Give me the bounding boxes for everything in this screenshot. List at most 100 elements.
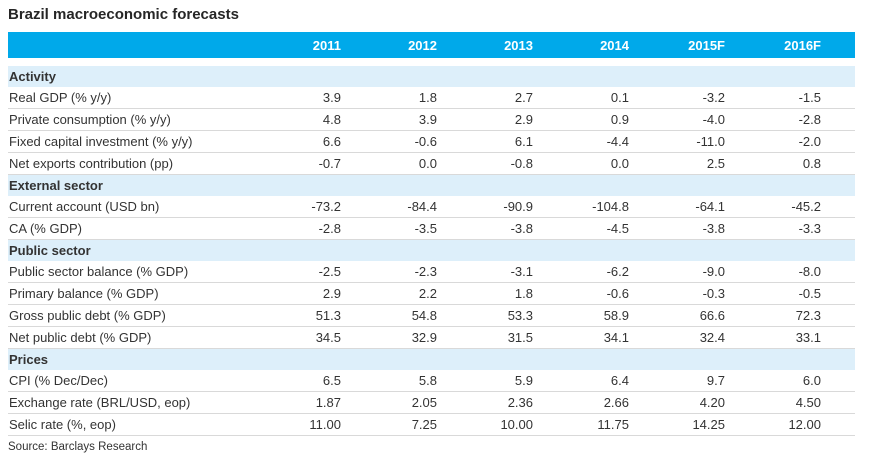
table-row: Net exports contribution (pp) -0.7 0.0 -0.8…	[8, 152, 855, 175]
cell-value: 32.4	[663, 326, 759, 349]
cell-value: -2.8	[279, 217, 375, 240]
table-row: Fixed capital investment (% y/y) 6.6 -0.6 6…	[8, 130, 855, 153]
header-year-2014: 2014	[567, 32, 663, 66]
cell-value: 51.3	[279, 304, 375, 327]
header-row: 2011 2012 2013 2014 2015F 2016F	[8, 32, 855, 66]
cell-value: -2.0	[759, 130, 855, 153]
row-label: Net exports contribution (pp)	[8, 152, 279, 175]
cell-value: -3.5	[375, 217, 471, 240]
table-row: Real GDP (% y/y) 3.9 1.8 2.7 0.1 -3.2 -1.5	[8, 87, 855, 109]
row-label: Selic rate (%, eop)	[8, 413, 279, 436]
table-title: Brazil macroeconomic forecasts	[8, 6, 239, 23]
cell-value: 66.6	[663, 304, 759, 327]
cell-value: -45.2	[759, 196, 855, 218]
cell-value: -4.5	[567, 217, 663, 240]
cell-value: -4.0	[663, 108, 759, 131]
cell-value: 34.1	[567, 326, 663, 349]
cell-value: 2.66	[567, 391, 663, 414]
table-body: Activity Real GDP (% y/y) 3.9 1.8 2.7 0.1 -3.2…	[8, 62, 855, 436]
cell-value: 6.4	[567, 370, 663, 392]
section-label: Activity	[8, 62, 855, 87]
cell-value: 58.9	[567, 304, 663, 327]
cell-value: -0.6	[567, 282, 663, 305]
source-note: Source: Barclays Research	[8, 441, 148, 453]
cell-value: -2.8	[759, 108, 855, 131]
table-row: Primary balance (% GDP) 2.9 2.2 1.8 -0.6 -0.3…	[8, 282, 855, 305]
cell-value: 3.9	[375, 108, 471, 131]
section-label: Public sector	[8, 239, 855, 261]
cell-value: 2.2	[375, 282, 471, 305]
cell-value: 2.7	[471, 87, 567, 109]
cell-value: 1.8	[471, 282, 567, 305]
cell-value: 72.3	[759, 304, 855, 327]
cell-value: -11.0	[663, 130, 759, 153]
cell-value: 3.9	[279, 87, 375, 109]
row-label: CA (% GDP)	[8, 217, 279, 240]
table-row: Public sector balance (% GDP) -2.5 -2.3 -3.…	[8, 261, 855, 283]
section-row: Prices	[8, 348, 855, 370]
cell-value: 9.7	[663, 370, 759, 392]
cell-value: 2.9	[471, 108, 567, 131]
cell-value: -3.2	[663, 87, 759, 109]
cell-value: -64.1	[663, 196, 759, 218]
cell-value: 0.9	[567, 108, 663, 131]
cell-value: 4.20	[663, 391, 759, 414]
cell-value: 2.36	[471, 391, 567, 414]
table-row: Net public debt (% GDP) 34.5 32.9 31.5 34.1 3…	[8, 326, 855, 349]
cell-value: 6.6	[279, 130, 375, 153]
cell-value: 6.5	[279, 370, 375, 392]
cell-value: -0.6	[375, 130, 471, 153]
cell-value: -3.8	[471, 217, 567, 240]
cell-value: 0.8	[759, 152, 855, 175]
cell-value: -84.4	[375, 196, 471, 218]
table-row: Gross public debt (% GDP) 51.3 54.8 53.3 58.…	[8, 304, 855, 327]
cell-value: 2.05	[375, 391, 471, 414]
row-label: Private consumption (% y/y)	[8, 108, 279, 131]
cell-value: 14.25	[663, 413, 759, 436]
table-row: Selic rate (%, eop) 11.00 7.25 10.00 11.75 14…	[8, 413, 855, 436]
cell-value: -104.8	[567, 196, 663, 218]
cell-value: -6.2	[567, 261, 663, 283]
cell-value: 2.5	[663, 152, 759, 175]
cell-value: 12.00	[759, 413, 855, 436]
table-row: CA (% GDP) -2.8 -3.5 -3.8 -4.5 -3.8 -3.3	[8, 217, 855, 240]
table-header: 2011 2012 2013 2014 2015F 2016F	[8, 32, 855, 66]
cell-value: 31.5	[471, 326, 567, 349]
header-year-2011: 2011	[279, 32, 375, 66]
cell-value: 54.8	[375, 304, 471, 327]
cell-value: 33.1	[759, 326, 855, 349]
cell-value: -0.8	[471, 152, 567, 175]
header-year-2013: 2013	[471, 32, 567, 66]
cell-value: -9.0	[663, 261, 759, 283]
table-row: Current account (USD bn) -73.2 -84.4 -90.9-…	[8, 196, 855, 218]
cell-value: 6.1	[471, 130, 567, 153]
cell-value: 11.75	[567, 413, 663, 436]
cell-value: -4.4	[567, 130, 663, 153]
header-year-2016f: 2016F	[759, 32, 855, 66]
report-table-panel: Brazil macroeconomic forecasts 2011 2012…	[8, 6, 855, 453]
cell-value: -1.5	[759, 87, 855, 109]
cell-value: 2.9	[279, 282, 375, 305]
cell-value: 6.0	[759, 370, 855, 392]
header-year-2012: 2012	[375, 32, 471, 66]
cell-value: 34.5	[279, 326, 375, 349]
row-label: Real GDP (% y/y)	[8, 87, 279, 109]
cell-value: 7.25	[375, 413, 471, 436]
row-label: Current account (USD bn)	[8, 196, 279, 218]
section-row: Activity	[8, 62, 855, 87]
row-label: Exchange rate (BRL/USD, eop)	[8, 391, 279, 414]
cell-value: -0.3	[663, 282, 759, 305]
cell-value: -90.9	[471, 196, 567, 218]
row-label: Net public debt (% GDP)	[8, 326, 279, 349]
cell-value: -2.3	[375, 261, 471, 283]
cell-value: 5.9	[471, 370, 567, 392]
row-label: CPI (% Dec/Dec)	[8, 370, 279, 392]
macro-forecast-table: 2011 2012 2013 2014 2015F 2016F Activity…	[8, 32, 855, 436]
cell-value: -73.2	[279, 196, 375, 218]
cell-value: 32.9	[375, 326, 471, 349]
cell-value: -8.0	[759, 261, 855, 283]
row-label: Public sector balance (% GDP)	[8, 261, 279, 283]
table-row: Private consumption (% y/y) 4.8 3.9 2.9 0.9-…	[8, 108, 855, 131]
header-empty-cell	[8, 32, 279, 66]
cell-value: 0.0	[375, 152, 471, 175]
